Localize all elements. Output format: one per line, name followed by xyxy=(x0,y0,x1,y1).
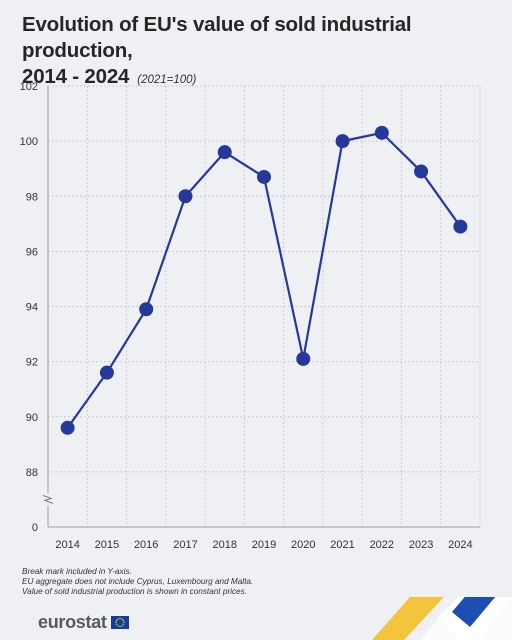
footnote-1: Break mark included in Y-axis. xyxy=(22,567,132,576)
eu-flag-icon xyxy=(110,616,129,629)
x-tick-label: 2021 xyxy=(330,539,354,551)
chart-subtitle: (2021=100) xyxy=(137,74,197,86)
eurostat-logo: eurostat xyxy=(38,612,129,633)
title-years: 2014 - 2024 xyxy=(22,65,130,88)
y-tick-label: 100 xyxy=(20,136,38,148)
footnote-2: EU aggregate does not include Cyprus, Lu… xyxy=(22,577,254,586)
line-chart: 102 100 98 96 94 92 90 88 0 2014 2015 2016 2017 2018 2… xyxy=(20,81,481,551)
x-tick-label: 2020 xyxy=(291,539,315,551)
x-tick-label: 2016 xyxy=(134,539,158,551)
x-tick-label: 2022 xyxy=(370,539,394,551)
x-tick-label: 2015 xyxy=(95,539,119,551)
data-point xyxy=(296,351,311,366)
title-line-1: Evolution of EU's value of sold industri… xyxy=(22,13,412,62)
data-point xyxy=(217,145,232,160)
data-point xyxy=(414,164,429,179)
x-tick-label: 2014 xyxy=(55,539,79,551)
y-tick-label: 88 xyxy=(26,467,38,479)
x-tick-label: 2017 xyxy=(173,539,197,551)
y-tick-label: 0 xyxy=(32,522,38,534)
data-point xyxy=(335,134,350,149)
data-point xyxy=(453,219,468,234)
y-tick-label: 92 xyxy=(26,357,38,369)
blue-stripe xyxy=(452,597,496,627)
data-point xyxy=(257,169,271,184)
x-tick-label: 2018 xyxy=(212,539,236,551)
data-point xyxy=(139,302,154,317)
logo-text: eurostat xyxy=(38,612,107,632)
y-tick-label: 102 xyxy=(20,81,38,93)
y-tick-label: 94 xyxy=(26,302,38,314)
data-point xyxy=(178,189,193,204)
x-tick-label: 2024 xyxy=(448,539,472,551)
data-point xyxy=(374,125,389,140)
data-point xyxy=(99,365,114,380)
y-tick-label: 96 xyxy=(26,246,38,258)
chart-title: Evolution of EU's value of sold industri… xyxy=(22,12,492,93)
axis-break-mark xyxy=(42,494,54,504)
x-tick-label: 2023 xyxy=(409,539,433,551)
yellow-stripe xyxy=(372,597,444,640)
y-tick-label: 90 xyxy=(26,412,38,424)
title-line-2: 2014 - 2024 (2021=100) xyxy=(22,64,492,93)
data-point xyxy=(60,420,75,435)
y-tick-label: 98 xyxy=(26,191,38,203)
x-tick-label: 2019 xyxy=(252,539,276,551)
footnote-3: Value of sold industrial production is s… xyxy=(22,587,247,596)
footnotes: Break mark included in Y-axis. EU aggreg… xyxy=(22,567,322,597)
footer-decoration xyxy=(372,597,512,640)
